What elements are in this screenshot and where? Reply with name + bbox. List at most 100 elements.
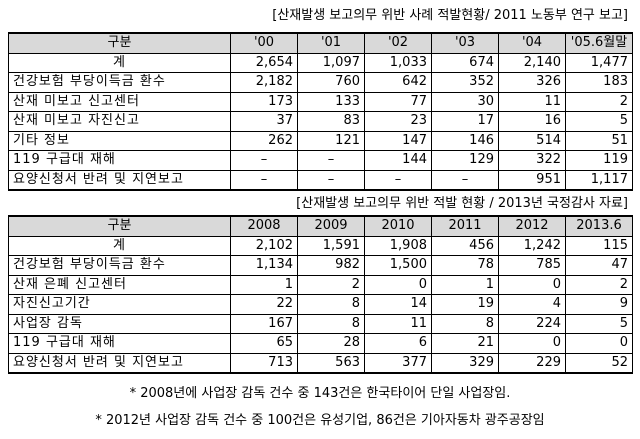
cell: 115 [565, 235, 633, 256]
cell: 2,102 [230, 235, 298, 256]
cell: 1,097 [297, 52, 365, 73]
header-row: 구분 '00'01'02'03'04'05.6월말 [8, 32, 633, 54]
table-row: 사업장 감독 167 8 11 8 224 5 [8, 313, 633, 334]
cell: 8 [431, 313, 499, 334]
cell: 1,591 [297, 235, 365, 256]
header-cell: '04 [498, 32, 566, 54]
cell: 146 [431, 130, 499, 151]
cell: 17 [431, 111, 499, 132]
table-row: 119 구급대 재해 – –144 129 322 119 [8, 150, 633, 171]
table-row: 119 구급대 재해 65 28 6 21 0 0 [8, 333, 633, 354]
cell: 951 [498, 169, 566, 191]
row-label: 사업장 감독 [8, 313, 231, 334]
header-cell: '02 [364, 32, 432, 54]
cell: 144 [364, 150, 432, 171]
cell: 674 [431, 52, 499, 73]
cell: 982 [297, 255, 365, 276]
cell: 65 [230, 333, 298, 354]
table-row: 자진신고기간 22 8 14 19 4 9 [8, 294, 633, 315]
cell: 119 [565, 150, 633, 171]
cell: 23 [364, 111, 432, 132]
cell: 329 [431, 352, 499, 374]
cell: 0 [498, 333, 566, 354]
row-label: 산재 미보고 신고센터 [8, 91, 231, 112]
cell: 2 [565, 274, 633, 295]
header-cell: 2010 [364, 215, 432, 237]
cell: 121 [297, 130, 365, 151]
cell: – [230, 169, 298, 191]
cell: 183 [565, 72, 633, 93]
cell: 77 [364, 91, 432, 112]
cell: 2 [297, 274, 365, 295]
cell: 167 [230, 313, 298, 334]
cell: 1,908 [364, 235, 432, 256]
header-cell: 구분 [8, 215, 231, 237]
header-cell: 2009 [297, 215, 365, 237]
header-cell: '03 [431, 32, 499, 54]
table-row: 기타 정보 262 121 147 146 514 51 [8, 130, 633, 151]
cell: 224 [498, 313, 566, 334]
cell: 14 [364, 294, 432, 315]
row-label: 자진신고기간 [8, 294, 231, 315]
cell: 1,117 [565, 169, 633, 191]
cell: 51 [565, 130, 633, 151]
cell: 760 [297, 72, 365, 93]
cell: 456 [431, 235, 499, 256]
table-row: 건강보험 부당이득금 환수 2,182 760 642 352 326 183 [8, 72, 633, 93]
row-label: 건강보험 부당이득금 환수 [8, 255, 231, 276]
cell: 785 [498, 255, 566, 276]
cell: 377 [364, 352, 432, 374]
cell: 229 [498, 352, 566, 374]
cell: 133 [297, 91, 365, 112]
cell: 8 [297, 294, 365, 315]
cell: 28 [297, 333, 365, 354]
cell: 11 [364, 313, 432, 334]
cell: 1,033 [364, 52, 432, 73]
table-row: 산재 은폐 신고센터 1 2 0 1 0 2 [8, 274, 633, 295]
cell: 262 [230, 130, 298, 151]
cell: 52 [565, 352, 633, 374]
cell: 8 [297, 313, 365, 334]
cell: 1,477 [565, 52, 633, 73]
footnote: * 2012년 사업장 감독 건수 중 100건은 유성기업, 86건은 기아자… [95, 413, 545, 428]
cell: 0 [498, 274, 566, 295]
cell: 5 [565, 313, 633, 334]
row-label: 건강보험 부당이득금 환수 [8, 72, 231, 93]
row-label: 산재 은폐 신고센터 [8, 274, 231, 295]
table-row: 계 2,654 1,097 1,033 674 2,140 1,477 [8, 52, 633, 73]
cell: – [230, 150, 298, 171]
cell: 0 [565, 333, 633, 354]
cell: 2 [565, 91, 633, 112]
cell: 1,500 [364, 255, 432, 276]
table-row: 요양신청서 반려 및 지연보고 713 563 377 329 229 52 [8, 352, 633, 374]
footnote: * 2008년에 사업장 감독 건수 중 143건은 한국타이어 단일 사업장임… [129, 386, 511, 401]
cell: 22 [230, 294, 298, 315]
table-row: 산재 미보고 자진신고 37 83 23 17 16 5 [8, 111, 633, 132]
cell: 6 [364, 333, 432, 354]
header-cell: 2012 [498, 215, 566, 237]
cell: 514 [498, 130, 566, 151]
table: 구분 2008 2009 2010 2011 2012 2013.6 계 2,102 1,591 1… [8, 215, 633, 374]
row-label: 요양신청서 반려 및 지연보고 [8, 169, 231, 191]
cell: – [297, 169, 365, 191]
row-label: 119 구급대 재해 [8, 333, 231, 354]
cell: 19 [431, 294, 499, 315]
header-cell: 구분 [8, 32, 231, 54]
cell: 2,182 [230, 72, 298, 93]
table-row: 건강보험 부당이득금 환수 1,134 982 1,500 78 785 47 [8, 255, 633, 276]
cell: 47 [565, 255, 633, 276]
table-row: 산재 미보고 신고센터 173 133 77 30 11 2 [8, 91, 633, 112]
cell: 1 [230, 274, 298, 295]
header-cell: '00 [230, 32, 298, 54]
cell: 11 [498, 91, 566, 112]
cell: 1 [431, 274, 499, 295]
table-row: 계 2,102 1,591 1,908 456 1,242 115 [8, 235, 633, 256]
header-cell: 2008 [230, 215, 298, 237]
cell: 563 [297, 352, 365, 374]
row-label: 계 [8, 235, 231, 256]
cell: 173 [230, 91, 298, 112]
cell: – [364, 169, 432, 191]
cell: 352 [431, 72, 499, 93]
cell: 129 [431, 150, 499, 171]
cell: 16 [498, 111, 566, 132]
